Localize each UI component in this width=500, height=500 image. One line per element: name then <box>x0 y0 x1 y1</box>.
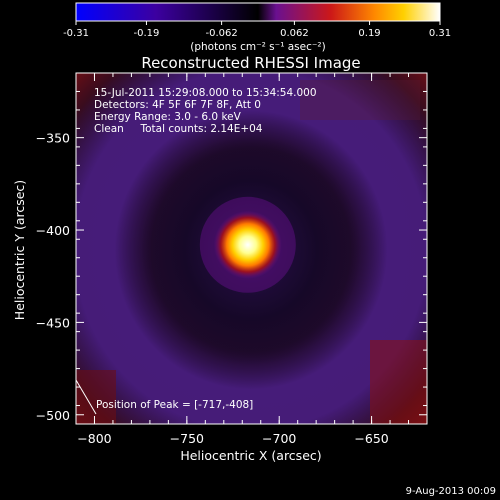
info-detectors: Detectors: 4F 5F 6F 7F 8F, Att 0 <box>94 99 261 111</box>
peak-source <box>213 210 282 279</box>
peak-indicator-line <box>75 379 97 415</box>
colorbar-tick-label: -0.31 <box>63 28 89 39</box>
colorbar-tick-label: -0.062 <box>205 28 237 39</box>
x-tick-label: −700 <box>262 431 296 446</box>
colorbar-tick-label: 0.19 <box>358 28 380 39</box>
y-tick-label: −500 <box>36 408 70 423</box>
info-total-counts: Clean Total counts: 2.14E+04 <box>94 123 263 135</box>
info-block: 15-Jul-2011 15:29:08.000 to 15:34:54.000… <box>94 87 317 135</box>
colorbar: -0.31 -0.19 -0.062 0.062 0.19 0.31 (photons c… <box>63 2 451 53</box>
y-tick-label: −400 <box>36 223 70 238</box>
colorbar-tick-label: -0.19 <box>134 28 160 39</box>
y-tick-label: −450 <box>36 315 70 330</box>
plot-frame <box>75 72 428 425</box>
colorbar-unit-label: (photons cm⁻² s⁻¹ asec⁻²) <box>190 41 325 53</box>
y-axis-ticks: −350 −400 −450 −500 <box>36 72 427 425</box>
peak-position-label: Position of Peak = [-717,-408] <box>96 399 253 411</box>
x-axis-ticks: −800 −750 −700 −650 <box>75 73 428 446</box>
info-energy-range: Energy Range: 3.0 - 6.0 keV <box>94 111 242 123</box>
colorbar-gradient <box>75 2 441 22</box>
heatmap-image <box>76 73 427 424</box>
x-axis-title: Heliocentric X (arcsec) <box>180 448 321 463</box>
x-tick-label: −750 <box>170 431 204 446</box>
colorbar-tick-label: 0.062 <box>280 28 309 39</box>
footer-date: 9-Aug-2013 00:09 <box>406 486 496 497</box>
y-axis-title: Heliocentric Y (arcsec) <box>12 180 27 320</box>
x-tick-label: −800 <box>77 431 111 446</box>
colorbar-ticks: -0.31 -0.19 -0.062 0.062 0.19 0.31 <box>63 21 451 39</box>
colorbar-tick-label: 0.31 <box>429 28 451 39</box>
x-tick-label: −650 <box>354 431 388 446</box>
info-time-range: 15-Jul-2011 15:29:08.000 to 15:34:54.000 <box>94 87 317 99</box>
y-tick-label: −350 <box>36 131 70 146</box>
plot-title: Reconstructed RHESSI Image <box>141 54 360 72</box>
